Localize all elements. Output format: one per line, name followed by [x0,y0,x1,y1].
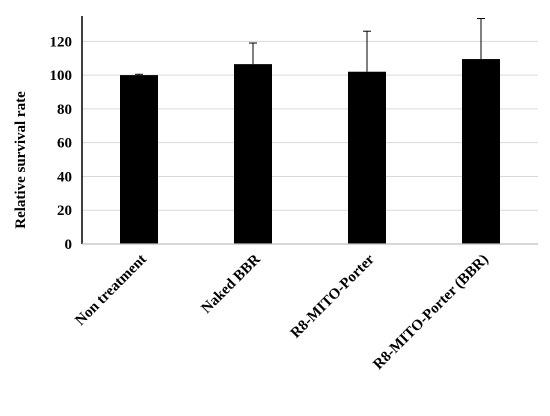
bar [348,71,386,244]
error-bars [135,18,485,76]
y-tick-label: 100 [50,68,73,84]
y-tick-labels: 0 20 40 60 80 100 120 [50,34,73,253]
y-axis-title: Relative survival rate [13,91,29,229]
bars [120,59,500,244]
x-tick-labels: Non treatment Naked BBR R8-MITO-PorterR8-M… [72,251,491,373]
bar [120,75,158,244]
x-tick-label: Naked BBR [199,251,264,316]
x-tick-label: R8-MITO-Porter [288,251,378,341]
bar [234,64,272,244]
y-tick-label: 40 [57,169,72,185]
x-tick-label: R8-MITO-Porter (BBR) [370,252,491,373]
y-tick-label: 60 [57,136,72,152]
x-tick-label: Non treatment [72,252,149,329]
y-tick-label: 20 [57,203,72,219]
y-tick-label: 0 [65,237,73,253]
axes [81,16,538,245]
y-tick-label: 80 [57,102,72,118]
bar [462,59,500,244]
y-tick-label: 120 [50,34,73,50]
